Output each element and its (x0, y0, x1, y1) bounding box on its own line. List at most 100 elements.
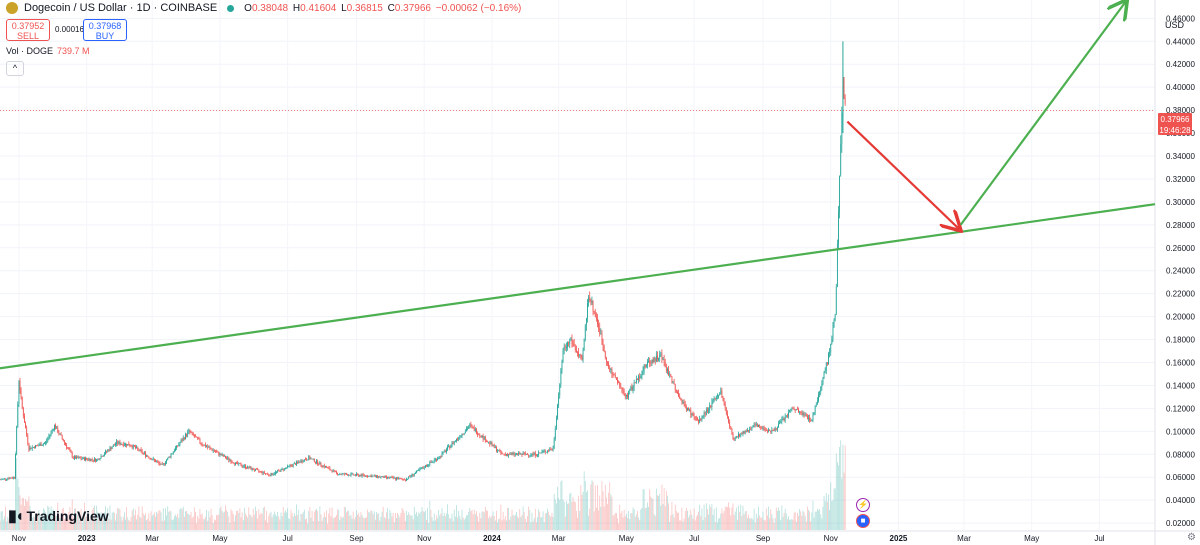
candle-body (32, 447, 34, 448)
candle-body (559, 384, 561, 396)
volume-bar (815, 511, 817, 530)
candle-body (815, 404, 817, 406)
candle-body (135, 446, 136, 449)
candle-body (181, 440, 183, 442)
candle-body (128, 444, 130, 446)
volume-bar (59, 517, 61, 530)
candle-body (807, 415, 808, 419)
candle-body (689, 410, 691, 411)
volume-bar (641, 507, 643, 530)
candle-body (715, 396, 717, 399)
volume-bar (595, 507, 597, 530)
ohlc-values: O0.38048 H0.41604 L0.36815 C0.37966 −0.0… (244, 2, 522, 14)
volume-bar (564, 516, 566, 530)
candle-body (380, 476, 382, 478)
volume-bar (614, 512, 616, 530)
candle-body (660, 353, 662, 355)
buy-button[interactable]: 0.37968 BUY (83, 19, 127, 41)
candle-body (331, 470, 333, 472)
candle-body (292, 463, 294, 467)
candle-body (206, 446, 207, 448)
candle-body (835, 286, 837, 315)
candle-body (728, 416, 729, 423)
volume-bar (307, 523, 309, 530)
volume-bar (842, 444, 844, 530)
volume-bar (624, 516, 626, 530)
candle-body (529, 455, 531, 457)
candle-body (461, 433, 463, 436)
candle-body (297, 461, 299, 463)
candle-body (362, 474, 364, 476)
y-tick-label: 0.02000 (1166, 519, 1195, 528)
volume-bar (321, 520, 323, 530)
volume-bar (402, 509, 404, 530)
volume-bar (530, 522, 532, 530)
candle-body (679, 396, 681, 399)
volume-bar (279, 519, 281, 530)
candle-body (267, 473, 269, 475)
candle-body (648, 360, 649, 362)
volume-bar (147, 518, 149, 530)
candle-body (383, 476, 385, 478)
candle-body (640, 376, 642, 379)
volume-bar (464, 517, 466, 530)
volume-bar (644, 507, 646, 530)
candle-body (433, 459, 435, 462)
candle-body (119, 441, 121, 445)
candle-body (793, 408, 795, 410)
candle-body (717, 395, 718, 397)
volume-bar (127, 517, 129, 530)
candle-body (400, 478, 402, 480)
volume-bar (404, 521, 406, 530)
volume-bar (618, 523, 620, 530)
volume-bar (740, 504, 742, 530)
candle-body (198, 438, 200, 440)
volume-bar (5, 506, 6, 530)
us-flag-icon[interactable]: ■ (856, 514, 870, 528)
candle-body (5, 478, 6, 480)
candle-body (325, 466, 326, 468)
sell-button[interactable]: 0.37952 SELL (6, 19, 50, 41)
candle-body (418, 470, 420, 471)
candle-body (652, 359, 654, 363)
candle-body (813, 412, 815, 415)
candle-body (747, 430, 748, 432)
symbol-title[interactable]: Dogecoin / US Dollar · 1D · COINBASE (24, 2, 218, 14)
candle-body (550, 449, 552, 451)
volume-bar (758, 506, 759, 530)
volume-bar (572, 497, 574, 530)
candle-body (436, 459, 437, 461)
volume-bar (780, 519, 782, 530)
volume-bar (622, 517, 624, 530)
settings-icon[interactable]: ⚙ (1187, 532, 1196, 543)
volume-bar (643, 489, 645, 530)
candle-body (572, 343, 574, 345)
volume-bar (431, 517, 433, 530)
volume-bar (249, 514, 251, 530)
candle-body (237, 462, 239, 465)
currency-selector[interactable]: USD (1164, 20, 1184, 30)
x-tick-label: Jul (283, 534, 293, 543)
candle-body (486, 441, 487, 443)
volume-bar (680, 520, 682, 530)
candle-body (110, 447, 112, 449)
candle-body (702, 416, 704, 418)
volume-bar (625, 513, 627, 530)
candle-body (519, 452, 521, 455)
volume-bar (10, 509, 12, 530)
candle-body (250, 467, 252, 470)
volume-bar (185, 511, 186, 530)
volume-bar (198, 518, 200, 530)
volume-bar (472, 514, 474, 530)
volume-bar (21, 498, 23, 530)
volume-bar (96, 505, 98, 530)
collapse-icon[interactable]: ^ (6, 61, 24, 76)
candle-body (470, 424, 472, 426)
volume-bar (233, 521, 235, 530)
candle-body (487, 441, 488, 443)
down-arrow (846, 120, 959, 230)
lightning-icon[interactable]: ⚡ (856, 498, 870, 512)
volume-bar (523, 512, 525, 530)
volume-bar (669, 521, 671, 530)
